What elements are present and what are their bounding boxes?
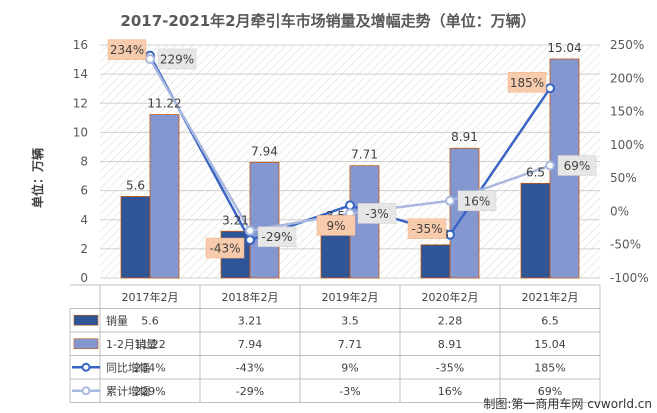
line-point [445,195,455,206]
y-tick-label: 12 [73,96,88,110]
line-label-box [507,72,547,93]
category-label: 2021年2月 [522,290,579,304]
table-cell: -3% [339,385,360,398]
line-data-label: 185% [510,76,544,90]
line-data-label: -29% [261,230,292,244]
bar [520,182,551,279]
line-data-label: 16% [464,194,491,208]
line-point [145,53,155,64]
line-label-box [407,218,447,239]
y2-tick-label: 100% [610,138,644,152]
y-axis-label: 单位：万辆 [30,148,45,208]
y-tick-label: 2 [80,242,88,256]
line-label-box [107,39,147,60]
y-tick-label: 14 [73,67,88,81]
bar-data-label: 7.71 [351,148,378,162]
bar-data-label: 3.21 [222,213,249,227]
table-cell: 185% [534,361,565,374]
y-tick-label: 8 [80,155,88,169]
line-label-box [257,226,297,247]
table-cell: 6.5 [541,314,559,327]
bar-data-label: 7.94 [251,144,278,158]
line-label-box [316,215,356,236]
y-tick-label: 10 [73,125,88,139]
legend-swatch [73,314,99,326]
y2-tick-label: 200% [610,71,644,85]
table-cell: 2.28 [438,314,463,327]
category-label: 2019年2月 [322,290,379,304]
y2-tick-label: -50% [610,238,641,252]
table-cell: 11.22 [134,338,166,351]
table-cell: 9% [341,361,358,374]
y2-tick-label: 50% [610,171,637,185]
line-point [545,83,555,94]
line-data-label: 234% [110,43,144,57]
legend-label: 累计增幅 [106,384,150,398]
line-label-box [457,190,497,212]
line-data-label: 69% [564,159,591,173]
bar [149,114,180,279]
bar-data-label: 11.22 [147,97,181,111]
line-data-label: -3% [365,207,388,221]
bar-data-label: 15.04 [547,41,581,55]
category-label: 2018年2月 [222,290,279,304]
table-cell: 3.5 [341,314,359,327]
y-tick-label: 6 [80,184,88,198]
line-point [245,225,255,236]
line-data-label: 229% [160,52,194,66]
bar [249,161,280,279]
line-label-box [205,237,245,259]
credit-text: 制图:第一商用车网 cvworld.cn [483,396,652,411]
bar [120,196,151,279]
table-cell: 229% [134,385,165,398]
line-point [345,200,355,211]
table-cell: 3.21 [238,314,263,327]
legend-marker [81,386,91,396]
line-label-box [157,48,197,70]
table-cell: 234% [134,361,165,374]
y-tick-label: 16 [73,38,88,52]
table-cell: 5.6 [141,314,159,327]
y2-tick-label: 250% [610,38,644,52]
line-point [545,160,555,171]
bar-data-label: 5.6 [126,178,145,192]
table-cell: 7.94 [238,338,263,351]
legend-label: 同比增幅 [106,360,150,374]
bar [420,244,451,279]
table-cell: -29% [236,385,264,398]
line-data-label: -43% [209,242,240,256]
legend-label: 销量 [106,313,128,327]
category-label: 2020年2月 [422,290,479,304]
line-data-label: -35% [411,222,442,236]
legend-marker [81,362,91,372]
y2-tick-label: -100% [610,271,649,285]
chart-title: 2017-2021年2月牵引车市场销量及增幅走势（单位：万辆） [120,12,535,30]
bar-data-label: 8.91 [451,130,478,144]
line-data-label: 9% [326,219,345,233]
bar-data-label: 6.5 [526,165,545,179]
legend-label: 1-2月销量 [106,337,157,351]
table-cell: -35% [436,361,464,374]
table-cell: 15.04 [534,338,566,351]
line-label-box [357,203,397,224]
table-cell: -43% [236,361,264,374]
table-cell: 7.71 [338,338,363,351]
table-cell: 16% [438,385,462,398]
y-tick-label: 4 [80,213,88,227]
table-cell: 8.91 [438,338,463,351]
y-tick-label: 0 [80,271,88,285]
line-point [245,235,255,246]
line-label-box [557,155,597,176]
table-cell: 69% [538,385,562,398]
category-label: 2017年2月 [122,290,179,304]
legend-swatch [73,338,99,350]
y2-tick-label: 0% [610,204,629,218]
y2-tick-label: 150% [610,105,644,119]
